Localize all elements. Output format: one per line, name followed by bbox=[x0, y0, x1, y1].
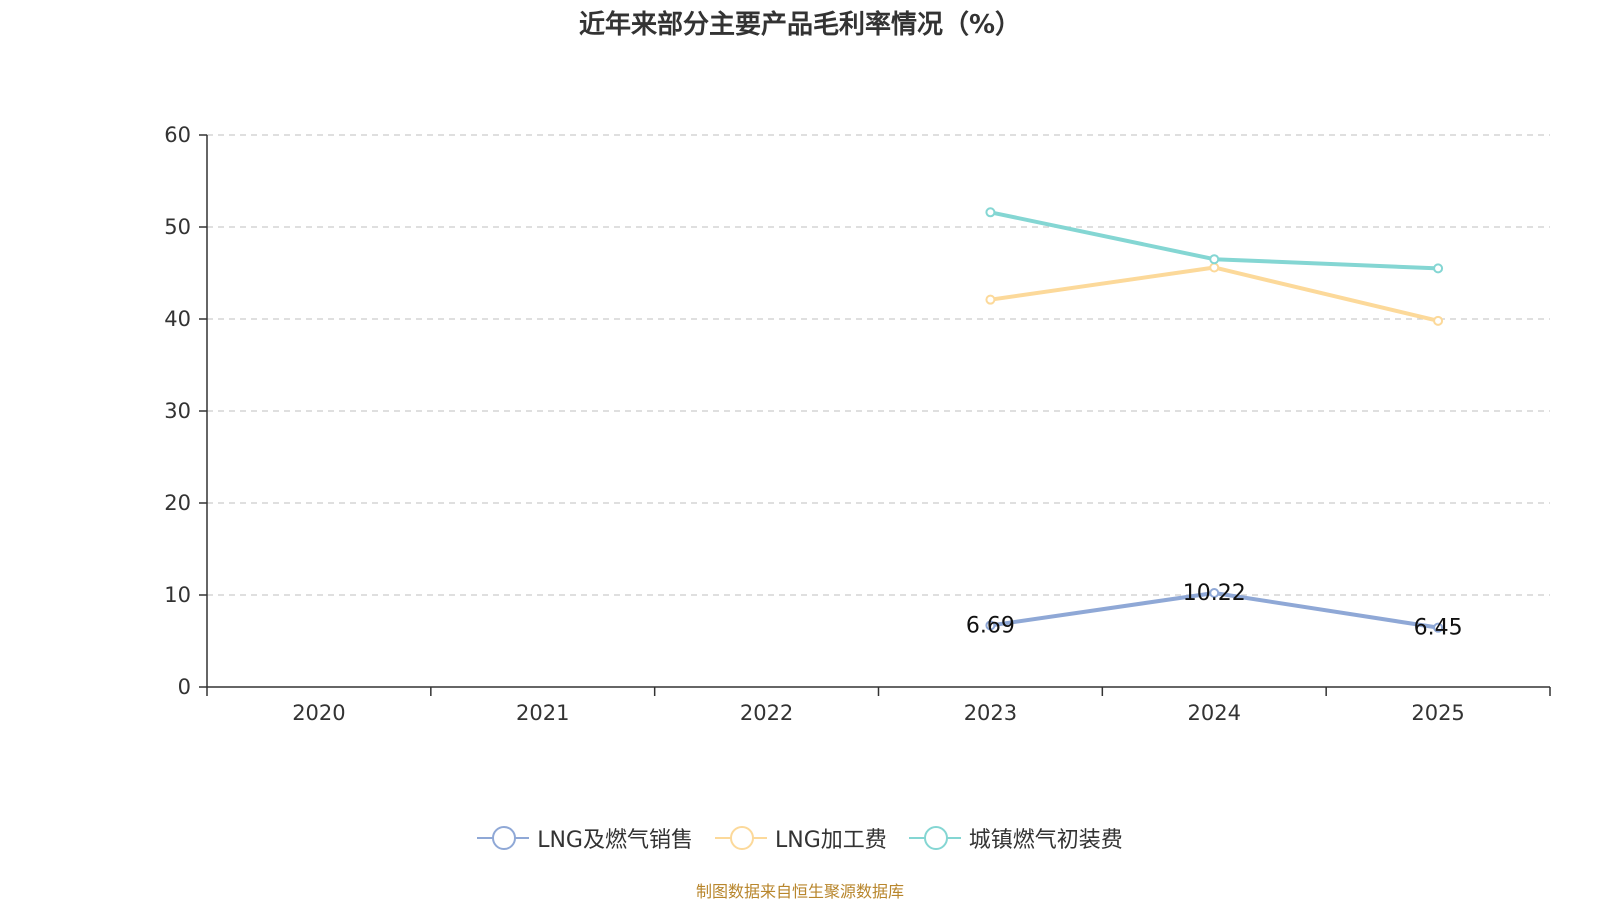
x-tick-label: 2023 bbox=[964, 701, 1017, 725]
x-tick-label: 2021 bbox=[516, 701, 569, 725]
data-label: 6.69 bbox=[966, 613, 1015, 638]
legend: LNG及燃气销售 LNG加工费 城镇燃气初装费 bbox=[0, 822, 1600, 854]
data-point bbox=[1209, 587, 1220, 598]
data-label: 6.45 bbox=[1414, 616, 1463, 641]
data-point bbox=[1209, 262, 1220, 273]
legend-marker-icon bbox=[908, 826, 961, 850]
legend-item-lng-sales[interactable]: LNG及燃气销售 bbox=[477, 822, 693, 854]
x-tick-label: 2024 bbox=[1188, 701, 1241, 725]
y-tick-label: 40 bbox=[164, 307, 191, 331]
x-tick-label: 2020 bbox=[292, 701, 345, 725]
legend-label: 城镇燃气初装费 bbox=[968, 828, 1123, 853]
data-point bbox=[1433, 315, 1444, 326]
series-line bbox=[990, 265, 1439, 323]
data-point bbox=[1209, 254, 1220, 265]
y-tick-label: 0 bbox=[178, 675, 191, 699]
data-label: 10.22 bbox=[1183, 581, 1246, 606]
y-tick-label: 10 bbox=[164, 583, 191, 607]
y-tick-label: 50 bbox=[164, 215, 191, 239]
x-tick-label: 2025 bbox=[1411, 701, 1464, 725]
source-note: 制图数据来自恒生聚源数据库 bbox=[695, 882, 904, 901]
data-point bbox=[1433, 622, 1444, 633]
legend-label: LNG及燃气销售 bbox=[537, 828, 693, 853]
legend-marker-icon bbox=[714, 826, 767, 850]
y-tick-label: 60 bbox=[164, 123, 191, 147]
y-tick-label: 30 bbox=[164, 399, 191, 423]
legend-marker-icon bbox=[477, 826, 530, 850]
data-point bbox=[985, 207, 996, 218]
y-tick-label: 20 bbox=[164, 491, 191, 515]
data-point bbox=[1433, 263, 1444, 274]
legend-item-installation-fee[interactable]: 城镇燃气初装费 bbox=[908, 822, 1123, 854]
data-point bbox=[985, 620, 996, 631]
data-point bbox=[985, 294, 996, 305]
legend-label: LNG加工费 bbox=[774, 828, 887, 853]
x-tick-label: 2022 bbox=[740, 701, 793, 725]
chart-title: 近年来部分主要产品毛利率情况（%） bbox=[578, 10, 1022, 40]
legend-item-lng-processing[interactable]: LNG加工费 bbox=[714, 822, 887, 854]
